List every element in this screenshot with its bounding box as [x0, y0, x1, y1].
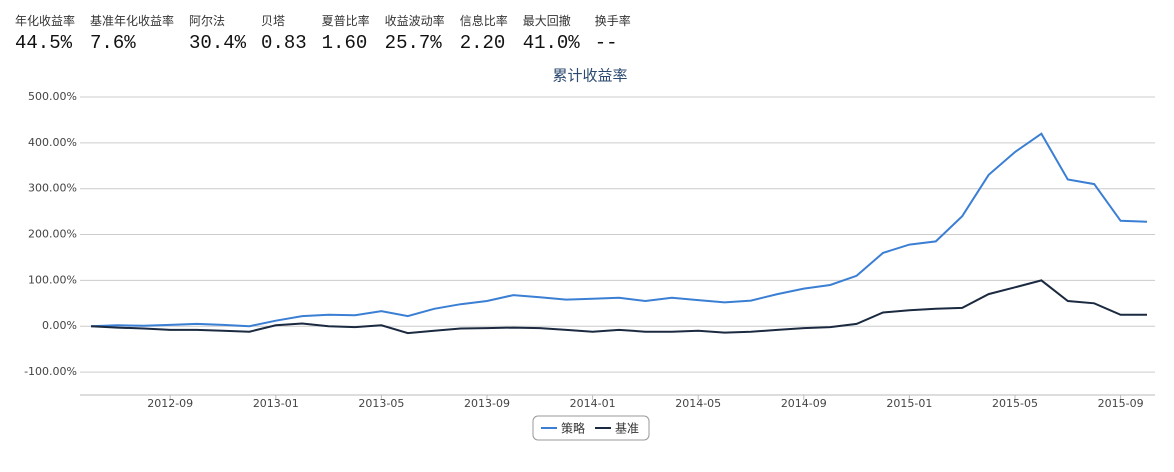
stat: 阿尔法 30.4% — [189, 12, 246, 54]
stat: 收益波动率 25.7% — [385, 12, 445, 54]
stat-value: 2.20 — [459, 32, 506, 54]
stat: 年化收益率 44.5% — [15, 12, 75, 54]
x-tick-label: 2014-05 — [675, 397, 721, 410]
stat-label: 基准年化收益率 — [90, 14, 175, 28]
stat: 最大回撤 41.0% — [523, 12, 580, 54]
legend: 策略 基准 — [532, 415, 650, 441]
x-tick-label: 2013-01 — [253, 397, 299, 410]
stat-label: 信息比率 — [459, 14, 508, 28]
legend-box — [532, 415, 650, 441]
x-tick-label: 2014-01 — [570, 397, 616, 410]
x-tick-label: 2013-09 — [464, 397, 510, 410]
y-tick-label: 0.00% — [42, 319, 77, 332]
legend-label: 基准 — [615, 422, 639, 436]
x-tick-label: 2015-01 — [886, 397, 932, 410]
legend-item[interactable]: 基准 — [595, 422, 639, 436]
stat-value: 41.0% — [522, 32, 580, 54]
stat: 信息比率 2.20 — [460, 12, 508, 54]
stat-label: 最大回撤 — [522, 14, 571, 28]
stat-label: 夏普比率 — [321, 14, 370, 28]
stat-value: 44.5% — [15, 32, 73, 54]
y-tick-label: 300.00% — [28, 182, 77, 195]
y-tick-label: -100.00% — [24, 365, 77, 378]
stat-label: 换手率 — [594, 14, 631, 28]
series-line — [90, 132, 1148, 328]
stats-bar: 年化收益率 44.5% 基准年化收益率 7.6% 阿尔法 30.4% 贝塔 0.83 夏普比率 1… — [15, 12, 646, 54]
stat-value: 1.60 — [321, 32, 368, 54]
legend-label: 策略 — [561, 421, 585, 436]
legend-item[interactable]: 策略 — [541, 421, 585, 436]
stat-value: -- — [594, 32, 618, 54]
x-tick-label: 2013-05 — [358, 397, 404, 410]
stat: 贝塔 0.83 — [261, 12, 307, 54]
x-tick-label: 2012-09 — [147, 397, 193, 410]
stat-label: 收益波动率 — [384, 14, 445, 28]
stat-value: 30.4% — [189, 32, 247, 54]
stat-value: 7.6% — [90, 32, 136, 54]
series-line — [90, 279, 1147, 335]
stat: 夏普比率 1.60 — [322, 12, 370, 54]
stat-value: 25.7% — [384, 32, 442, 54]
stat-label: 阿尔法 — [189, 14, 226, 28]
x-tick-label: 2015-09 — [1098, 397, 1144, 410]
chart-title: 累计收益率 — [552, 67, 627, 85]
stat: 换手率 -- — [595, 12, 631, 54]
stat-label: 贝塔 — [261, 14, 286, 28]
y-tick-label: 400.00% — [28, 136, 77, 149]
y-tick-label: 500.00% — [28, 90, 77, 103]
stat: 基准年化收益率 7.6% — [90, 12, 174, 54]
x-tick-label: 2014-09 — [781, 397, 827, 410]
stat-value: 0.83 — [261, 32, 307, 54]
x-tick-label: 2015-05 — [992, 397, 1038, 410]
stat-label: 年化收益率 — [15, 14, 76, 28]
y-tick-label: 200.00% — [28, 228, 77, 241]
y-tick-label: 100.00% — [28, 273, 77, 286]
